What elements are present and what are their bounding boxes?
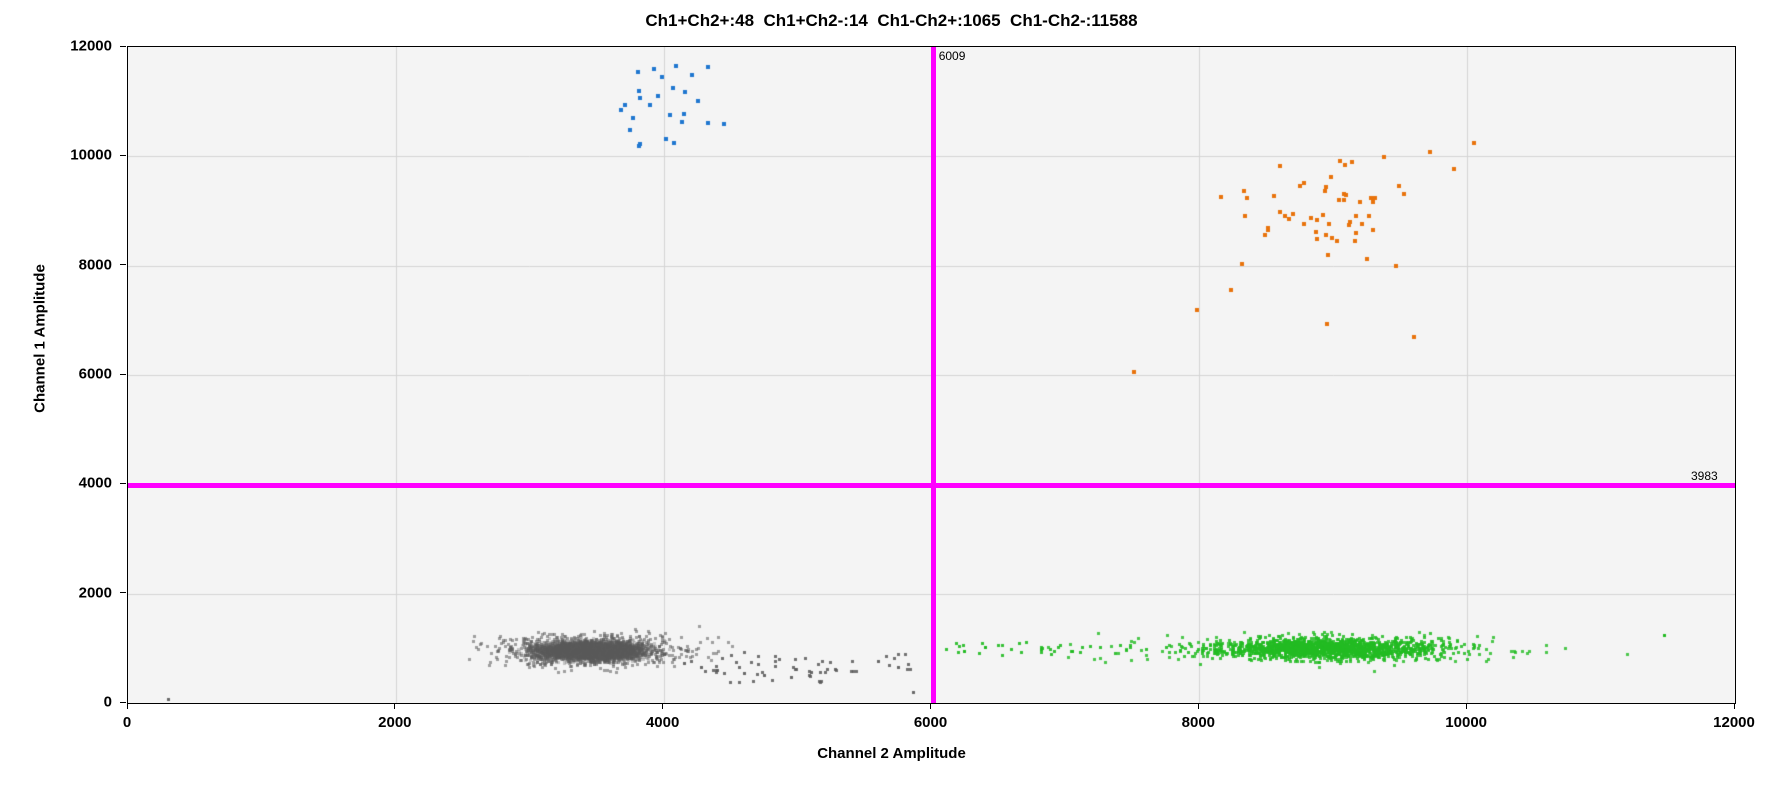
x-axis-tick-label: 8000	[1181, 714, 1216, 731]
x-axis-title: Channel 2 Amplitude	[817, 745, 966, 762]
y-axis-tick-mark	[120, 264, 126, 266]
y-axis-tick-mark	[120, 482, 126, 484]
x-axis-tick-mark	[1197, 703, 1199, 709]
y-axis-tick-mark	[120, 45, 126, 47]
y-axis-tick-mark	[120, 592, 126, 594]
x-axis-tick-mark	[930, 703, 931, 709]
y-axis-tick-label: 12000	[70, 37, 112, 55]
x-axis-tick-mark	[662, 703, 664, 709]
y-axis-title: Channel 1 Amplitude	[31, 264, 49, 413]
vertical-threshold-label: 6009	[938, 49, 966, 63]
vertical-threshold-line[interactable]	[930, 47, 936, 703]
horizontal-threshold-label: 3983	[1691, 469, 1718, 484]
x-axis-tick-label: 12000	[1713, 714, 1755, 731]
horizontal-threshold-line[interactable]	[128, 483, 1735, 489]
plot-canvas-area[interactable]: 6009 3983	[127, 46, 1736, 704]
y-axis-tick-mark	[120, 154, 126, 156]
x-axis-tick-label: 2000	[378, 714, 412, 731]
x-axis-tick-label: 4000	[645, 714, 680, 731]
y-axis-tick-label: 6000	[78, 365, 112, 383]
x-axis-tick-mark	[126, 703, 128, 709]
y-axis-tick-label: 4000	[78, 474, 112, 492]
y-axis-tick-mark	[120, 701, 126, 703]
y-axis-tick-label: 8000	[78, 256, 112, 274]
y-axis-tick-mark	[120, 373, 126, 375]
x-axis-tick-label: 6000	[913, 714, 948, 731]
x-axis-tick-mark	[394, 703, 396, 709]
plot-title: Ch1+Ch2+:48 Ch1+Ch2-:14 Ch1-Ch2+:1065 Ch…	[645, 11, 1138, 30]
x-axis-tick-label: 0	[122, 714, 132, 731]
y-axis-tick-label: 2000	[78, 584, 112, 602]
y-axis-tick-label: 0	[103, 693, 112, 711]
x-axis-tick-label: 10000	[1445, 714, 1488, 731]
y-axis-tick-label: 10000	[70, 146, 112, 164]
x-axis-tick-mark	[1733, 703, 1735, 709]
x-axis-tick-mark	[1465, 703, 1467, 709]
